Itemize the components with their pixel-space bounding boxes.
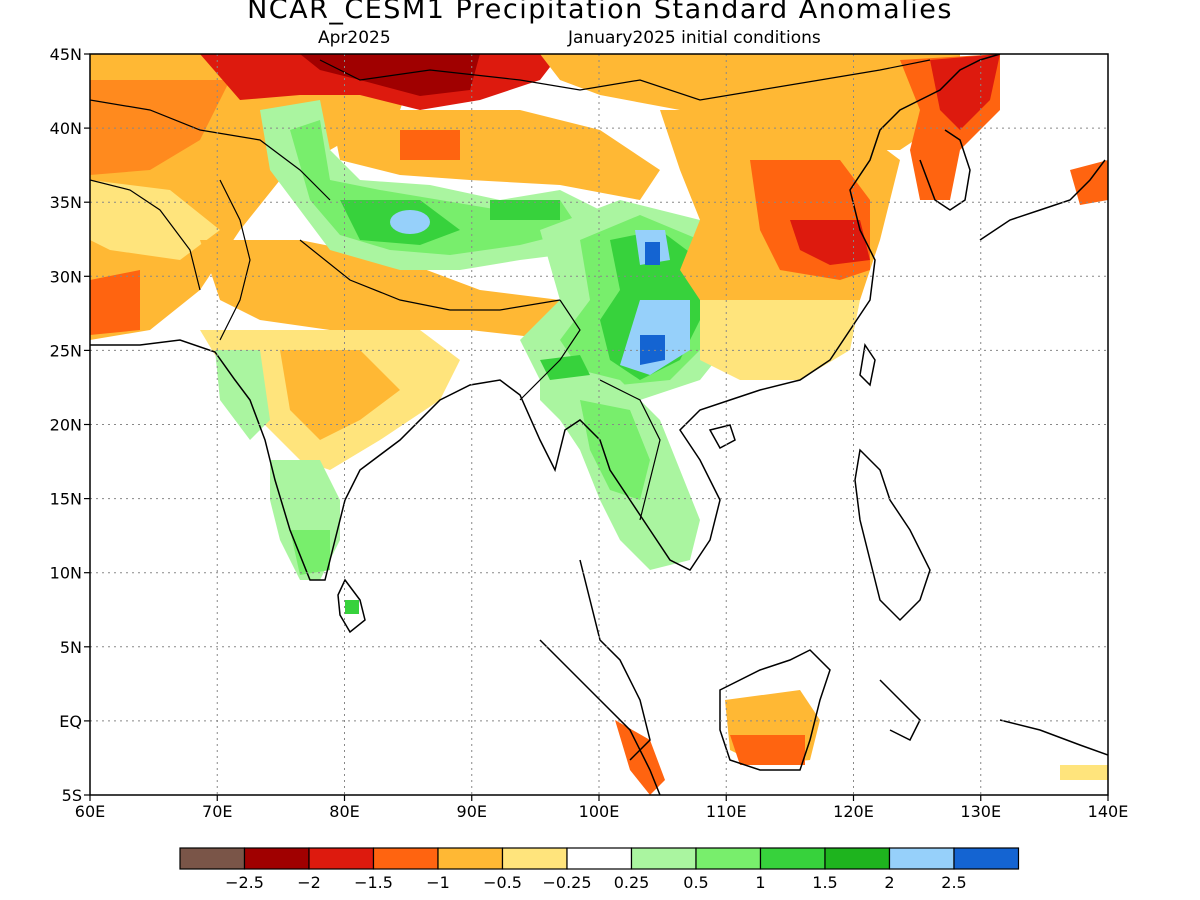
anomaly-light-dry-java	[1060, 765, 1108, 780]
lat-label: 25N	[50, 341, 82, 360]
lat-label: 30N	[50, 267, 82, 286]
anomaly-strong-wet-srilanka	[345, 600, 359, 614]
anomaly-light-dry-afghan	[90, 180, 220, 260]
colorbar-swatch	[372, 847, 439, 870]
border-himalaya	[299, 239, 561, 311]
lon-label: 110E	[706, 802, 747, 821]
lon-label: 130E	[960, 802, 1001, 821]
anomaly-wetter-indochina	[580, 400, 650, 500]
borders	[90, 59, 931, 521]
colorbar-label: −0.25	[542, 873, 591, 892]
colorbar-label: 0.25	[614, 873, 650, 892]
anomaly-extreme-wet-sichuan	[645, 242, 660, 265]
anomaly-moderate-dry-borneo	[730, 735, 805, 765]
lat-label: 5S	[62, 786, 82, 805]
lat-label: 20N	[50, 416, 82, 435]
anomaly-dry-mongolia	[540, 54, 960, 150]
anomaly-dry-iran	[90, 270, 140, 335]
coastline-borneo	[719, 649, 831, 771]
anomaly-strong-wet-burma	[540, 355, 590, 380]
lon-label: 60E	[75, 802, 105, 821]
colorbar-label: 0.5	[683, 873, 708, 892]
lon-label: 100E	[579, 802, 620, 821]
colorbar-label: 1.5	[812, 873, 837, 892]
lon-labels: 60E 70E 80E 90E 100E 110E 120E 130E 140E	[75, 802, 1129, 821]
border-indochina	[599, 379, 661, 521]
chart-title: NCAR_CESM1 Precipitation Standard Anomal…	[247, 0, 953, 25]
coastline-taiwan	[859, 343, 876, 387]
colorbar-swatch	[308, 847, 375, 870]
anomaly-field	[90, 54, 1108, 795]
border-burma	[519, 299, 581, 401]
anomaly-dry-japan	[1070, 160, 1108, 205]
colorbar-labels: −2.5 −2 −1.5 −1 −0.5 −0.25 0.25 0.5 1 1.5 2 2.5	[225, 873, 967, 892]
lon-label: 120E	[833, 802, 874, 821]
colorbar-swatch	[566, 847, 633, 870]
coastline-philippines	[854, 448, 931, 622]
axis-ticks	[84, 53, 1109, 801]
colorbar-swatch	[953, 847, 1020, 870]
anomaly-dry-central-india	[280, 350, 400, 440]
lon-label: 70E	[202, 802, 232, 821]
colorbar-label: 2	[884, 873, 894, 892]
anomaly-moderate-dry-xinjiang	[400, 130, 460, 160]
lat-label: 15N	[50, 490, 82, 509]
colorbar-label: −1	[426, 873, 450, 892]
colorbar-swatch	[759, 847, 826, 870]
lat-label: 45N	[50, 45, 82, 64]
lon-label: 140E	[1088, 802, 1129, 821]
border-pakistan-india	[219, 179, 251, 341]
colorbar-swatch	[824, 847, 891, 870]
colorbar-label: −2.5	[225, 873, 264, 892]
anomaly-strong-wet-qinghai	[490, 200, 560, 220]
colorbar-swatch	[630, 847, 697, 870]
lon-label: 90E	[457, 802, 487, 821]
lat-label: EQ	[59, 712, 82, 731]
border-central-asia	[90, 99, 331, 201]
colorbar-swatch	[501, 847, 568, 870]
anomaly-very-wet-tibet	[390, 210, 430, 234]
coastline-sumatra	[539, 639, 661, 795]
lat-label: 5N	[60, 638, 82, 657]
anomaly-extreme-dry-kazakhstan	[300, 54, 480, 96]
colorbar-label: 2.5	[941, 873, 966, 892]
lat-label: 40N	[50, 119, 82, 138]
anomaly-light-dry-south-china	[700, 300, 860, 380]
colorbar-swatch	[888, 847, 955, 870]
coastlines	[90, 54, 1108, 795]
colorbar	[179, 847, 1020, 870]
colorbar-swatch	[179, 847, 246, 870]
colorbar-label: 1	[755, 873, 765, 892]
colorbar-label: −2	[297, 873, 321, 892]
coastline-malay	[579, 559, 651, 761]
anomaly-very-dry-korea	[930, 54, 1000, 130]
coastline-sulawesi	[879, 679, 921, 742]
initial-conditions: January2025 initial conditions	[568, 28, 821, 48]
lon-label: 80E	[329, 802, 359, 821]
anomaly-wetter-south-india	[290, 530, 330, 575]
colorbar-label: −0.5	[483, 873, 522, 892]
colorbar-swatch	[695, 847, 762, 870]
lat-label: 10N	[50, 564, 82, 583]
border-china-russia	[319, 59, 931, 101]
coastline-hainan	[708, 424, 736, 450]
forecast-month: Apr2025	[318, 28, 391, 48]
coastline-srilanka	[337, 578, 366, 634]
anomaly-very-dry-east-china	[790, 220, 870, 265]
coastline-japan	[979, 159, 1106, 241]
coastline-newguinea	[999, 719, 1108, 756]
anomaly-moderate-dry-west	[90, 80, 230, 175]
anomaly-extreme-wet-yunnan	[640, 335, 665, 365]
gridlines	[90, 54, 1108, 795]
colorbar-swatch	[243, 847, 310, 870]
lat-label: 35N	[50, 193, 82, 212]
border-iran	[90, 179, 201, 291]
lat-labels: 45N 40N 35N 30N 25N 20N 15N 10N 5N EQ 5S	[50, 45, 82, 805]
colorbar-swatch	[437, 847, 504, 870]
coastline-korea	[919, 129, 971, 211]
anomaly-dry-north-india	[200, 240, 600, 340]
colorbar-label: −1.5	[354, 873, 393, 892]
coastline-asia-main	[90, 54, 1001, 581]
